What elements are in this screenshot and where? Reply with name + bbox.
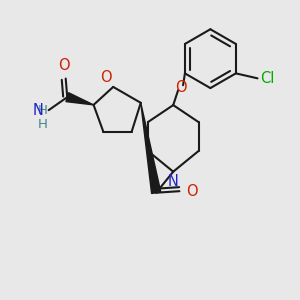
Text: O: O xyxy=(100,70,112,86)
Text: H: H xyxy=(37,118,47,131)
Polygon shape xyxy=(66,93,94,105)
Text: O: O xyxy=(58,58,70,73)
Text: O: O xyxy=(186,184,198,199)
Text: Cl: Cl xyxy=(261,71,275,86)
Text: H: H xyxy=(37,104,47,117)
Text: N: N xyxy=(32,103,43,118)
Polygon shape xyxy=(141,103,161,194)
Text: N: N xyxy=(168,173,179,188)
Text: O: O xyxy=(175,80,186,95)
